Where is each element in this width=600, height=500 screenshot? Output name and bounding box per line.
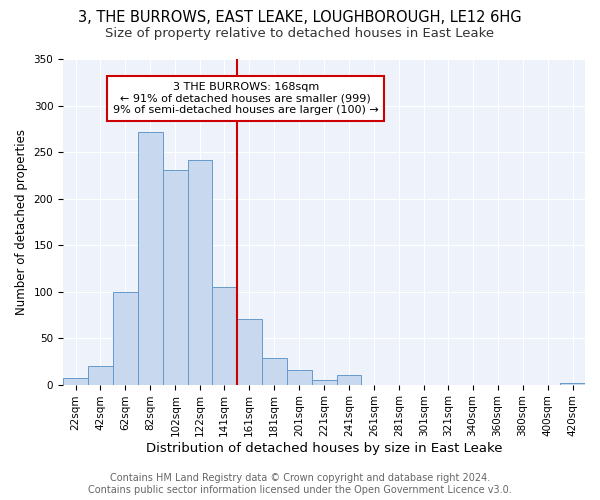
X-axis label: Distribution of detached houses by size in East Leake: Distribution of detached houses by size …: [146, 442, 502, 455]
Text: 3, THE BURROWS, EAST LEAKE, LOUGHBOROUGH, LE12 6HG: 3, THE BURROWS, EAST LEAKE, LOUGHBOROUGH…: [78, 10, 522, 25]
Text: Size of property relative to detached houses in East Leake: Size of property relative to detached ho…: [106, 28, 494, 40]
Bar: [262, 358, 287, 384]
Bar: [337, 376, 361, 384]
Bar: [113, 292, 138, 384]
Bar: [311, 380, 337, 384]
Bar: [212, 287, 236, 384]
Text: Contains HM Land Registry data © Crown copyright and database right 2024.
Contai: Contains HM Land Registry data © Crown c…: [88, 474, 512, 495]
Bar: [287, 370, 311, 384]
Bar: [88, 366, 113, 384]
Y-axis label: Number of detached properties: Number of detached properties: [15, 129, 28, 315]
Bar: [236, 320, 262, 384]
Bar: [63, 378, 88, 384]
Text: 3 THE BURROWS: 168sqm
← 91% of detached houses are smaller (999)
9% of semi-deta: 3 THE BURROWS: 168sqm ← 91% of detached …: [113, 82, 379, 115]
Bar: [188, 160, 212, 384]
Bar: [163, 170, 188, 384]
Bar: [138, 132, 163, 384]
Bar: [560, 382, 585, 384]
